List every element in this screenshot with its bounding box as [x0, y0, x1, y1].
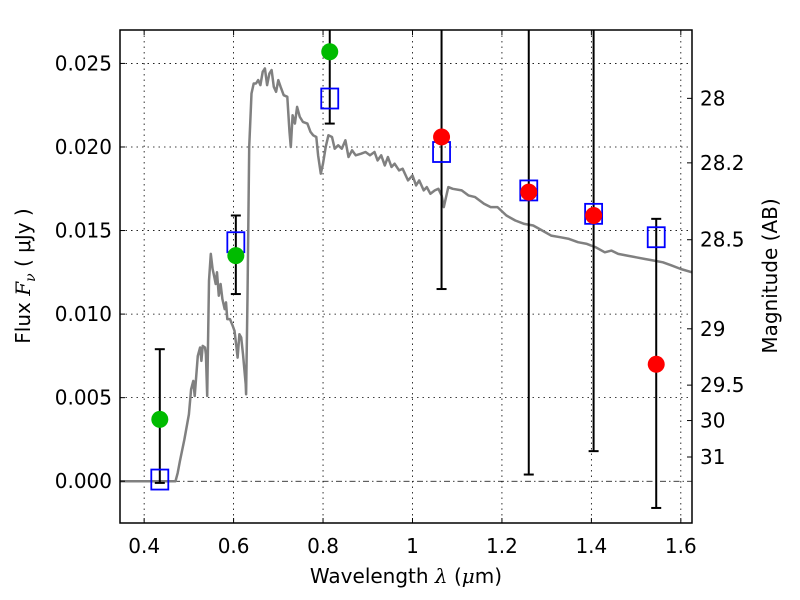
model-photometry-markers — [150, 87, 666, 491]
y-axis-label: Flux Fν ( μJy ) — [11, 208, 39, 343]
y2-tick-label: 28.2 — [700, 151, 745, 175]
y-tick-label: 0.010 — [55, 302, 112, 326]
y2-tick-label: 29 — [700, 317, 725, 341]
y2-axis-ticks: 28 28.2 28.5 29 29.5 30 31 — [687, 86, 745, 469]
x-tick-label: 1.6 — [665, 534, 697, 558]
upper-limit-point — [647, 355, 665, 373]
detection-point — [321, 43, 339, 61]
detection-point — [227, 247, 245, 265]
spectrum-layer — [120, 67, 692, 483]
x-tick-label: 0.6 — [218, 534, 250, 558]
y-tick-label: 0.015 — [55, 219, 112, 243]
upper-limit-point — [433, 128, 451, 146]
observed-markers — [151, 43, 665, 428]
y2-tick-label: 29.5 — [700, 373, 745, 397]
x-tick-label: 0.4 — [128, 534, 160, 558]
x-tick-label: 0.8 — [307, 534, 339, 558]
axes-frame — [119, 29, 693, 524]
y2-axis-label: Magnitude (AB) — [758, 198, 782, 353]
x-tick-label: 1.2 — [486, 534, 518, 558]
grid-lines — [120, 30, 692, 523]
y2-tick-label: 28.5 — [700, 228, 745, 252]
upper-limit-point — [520, 183, 538, 201]
spectrum-line — [120, 67, 692, 483]
y2-tick-label: 30 — [700, 409, 725, 433]
x-axis-label: Wavelength λ (μm) — [310, 564, 502, 588]
y-tick-label: 0.000 — [55, 469, 112, 493]
y-tick-label: 0.020 — [55, 135, 112, 159]
model-photometry-square — [150, 468, 170, 491]
x-tick-label: 1 — [406, 534, 419, 558]
y2-tick-label: 31 — [700, 445, 725, 469]
y-axis-ticks: 0.000 0.005 0.010 0.015 0.020 0.025 — [55, 51, 125, 493]
detection-point — [151, 410, 169, 428]
model-photometry-square — [320, 87, 340, 110]
x-tick-label: 1.4 — [575, 534, 607, 558]
upper-limit-point — [585, 207, 603, 225]
x-axis-ticks: 0.4 0.6 0.8 1 1.2 1.4 1.6 — [128, 30, 697, 558]
model-photometry-square — [646, 226, 666, 249]
plot-area — [120, 30, 692, 509]
y-tick-label: 0.005 — [55, 386, 112, 410]
y-tick-label: 0.025 — [55, 51, 112, 75]
y2-tick-label: 28 — [700, 86, 725, 110]
